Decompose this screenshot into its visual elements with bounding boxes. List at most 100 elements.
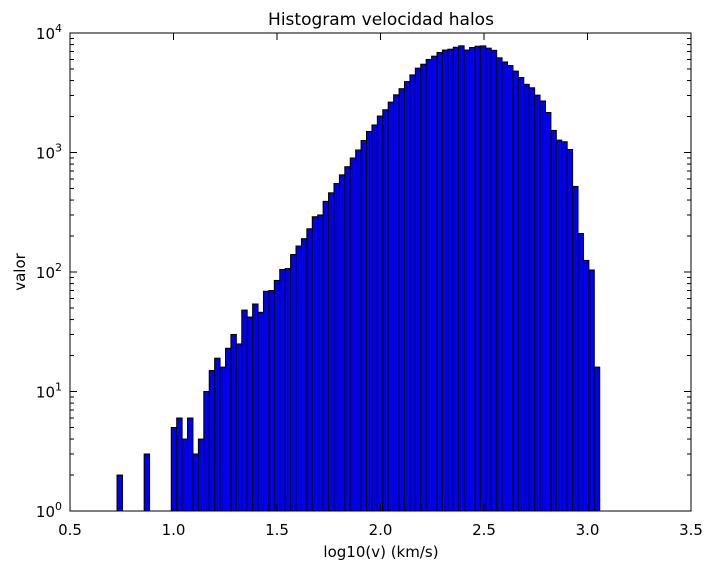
histogram-bar (268, 290, 275, 512)
histogram-bar (170, 426, 178, 512)
histogram-bar (566, 148, 574, 512)
histogram-bar (550, 129, 557, 512)
histogram-bar (290, 254, 297, 512)
histogram-bar (262, 290, 270, 512)
histogram-bar (534, 94, 541, 512)
histogram-bar (561, 141, 568, 512)
histogram-bar (317, 214, 324, 512)
histogram-bar (582, 259, 590, 512)
histogram-bar (371, 124, 378, 512)
histogram-bar (143, 453, 151, 512)
histogram-bar (436, 51, 443, 512)
histogram-bar (181, 438, 189, 512)
histogram-bar (490, 49, 498, 512)
histogram-bar (306, 228, 313, 512)
histogram-bar (279, 268, 286, 512)
histogram-bar (333, 183, 340, 512)
ticks-group: 0.5 1.0 1.5 2.0 2.5 3.0 3.5 100 101 102 103 104 (36, 22, 703, 539)
histogram-bar (452, 46, 460, 512)
histogram-bar (517, 77, 525, 512)
histogram-bar (507, 65, 514, 512)
y-tick-label: 103 (36, 142, 62, 163)
x-tick-label: 0.5 (58, 521, 82, 539)
x-tick-label: 1.0 (162, 521, 186, 539)
histogram-bar (284, 267, 292, 512)
histogram-bar (512, 70, 519, 512)
histogram-bar (501, 61, 509, 512)
y-tick-label: 100 (36, 500, 62, 521)
histogram-bar (555, 139, 563, 512)
histogram-bar (257, 311, 264, 512)
histogram-bar (355, 149, 362, 512)
histogram-bar (425, 58, 433, 512)
histogram-bar (203, 391, 210, 512)
histogram-bar (273, 279, 281, 512)
histogram-bar (420, 63, 427, 512)
histogram-bar (295, 245, 302, 512)
histogram-bar (572, 185, 579, 512)
histogram-bar (387, 101, 395, 512)
x-tick-label: 2.5 (472, 521, 496, 539)
histogram-bar (360, 140, 367, 512)
histogram-bar (496, 57, 503, 512)
histogram-bar (577, 232, 584, 512)
histogram-bar (252, 303, 259, 512)
histogram-bar (447, 48, 454, 512)
x-tick-label: 3.0 (576, 521, 600, 539)
histogram-bar (485, 47, 492, 512)
histogram-bar (225, 347, 232, 512)
histogram-bar (235, 343, 243, 512)
histogram-bar (393, 94, 400, 512)
histogram-bar (366, 130, 373, 512)
y-tick-label: 101 (36, 381, 62, 402)
histogram-bar (431, 55, 438, 512)
chart-title: Histogram velocidad halos (268, 10, 494, 30)
histogram-bar (398, 88, 405, 512)
histogram-bar (523, 83, 530, 512)
y-axis-label: valor (11, 252, 29, 290)
x-tick-label: 1.5 (265, 521, 289, 539)
histogram-bar (241, 309, 248, 512)
histogram-bar (479, 45, 487, 512)
histogram-bar (474, 45, 481, 512)
y-tick-label: 104 (36, 22, 62, 43)
histogram-bar (300, 238, 308, 512)
histogram-bar (214, 357, 221, 512)
histogram-bar (116, 474, 123, 512)
histogram-bar (246, 316, 254, 512)
y-tick-label: 102 (36, 261, 62, 282)
x-tick-label: 2.0 (369, 521, 393, 539)
histogram-bar (187, 417, 194, 512)
x-axis-label: log10(v) (km/s) (323, 543, 438, 561)
histogram-bar (593, 366, 601, 512)
histogram-bar (528, 87, 536, 512)
histogram-bar (192, 453, 199, 512)
histogram-bar (230, 333, 237, 512)
histogram-bar (349, 157, 357, 512)
histogram-bar (469, 47, 476, 512)
histogram-bar (458, 45, 465, 512)
histogram-bar (544, 112, 552, 512)
histogram-bar (219, 366, 227, 512)
histogram-bar (338, 174, 346, 512)
plot-frame (69, 32, 692, 512)
histogram-bar (322, 200, 330, 512)
histogram-bar (414, 67, 422, 512)
histogram-bar (208, 369, 216, 512)
histogram-bar (441, 49, 449, 512)
bars-group (116, 45, 601, 512)
histogram-bar (403, 81, 411, 512)
histogram-bar (588, 269, 595, 512)
histogram-bar (463, 49, 471, 512)
histogram-bar (197, 438, 205, 512)
x-tick-label: 3.5 (679, 521, 703, 539)
histogram-bar (311, 216, 319, 512)
histogram-bar (376, 115, 384, 512)
histogram-bar (176, 417, 183, 512)
histogram-bar (539, 100, 546, 512)
histogram-bar (409, 74, 416, 512)
histogram-bar (328, 192, 335, 512)
histogram-bar (344, 166, 351, 512)
histogram-bar (382, 109, 389, 512)
